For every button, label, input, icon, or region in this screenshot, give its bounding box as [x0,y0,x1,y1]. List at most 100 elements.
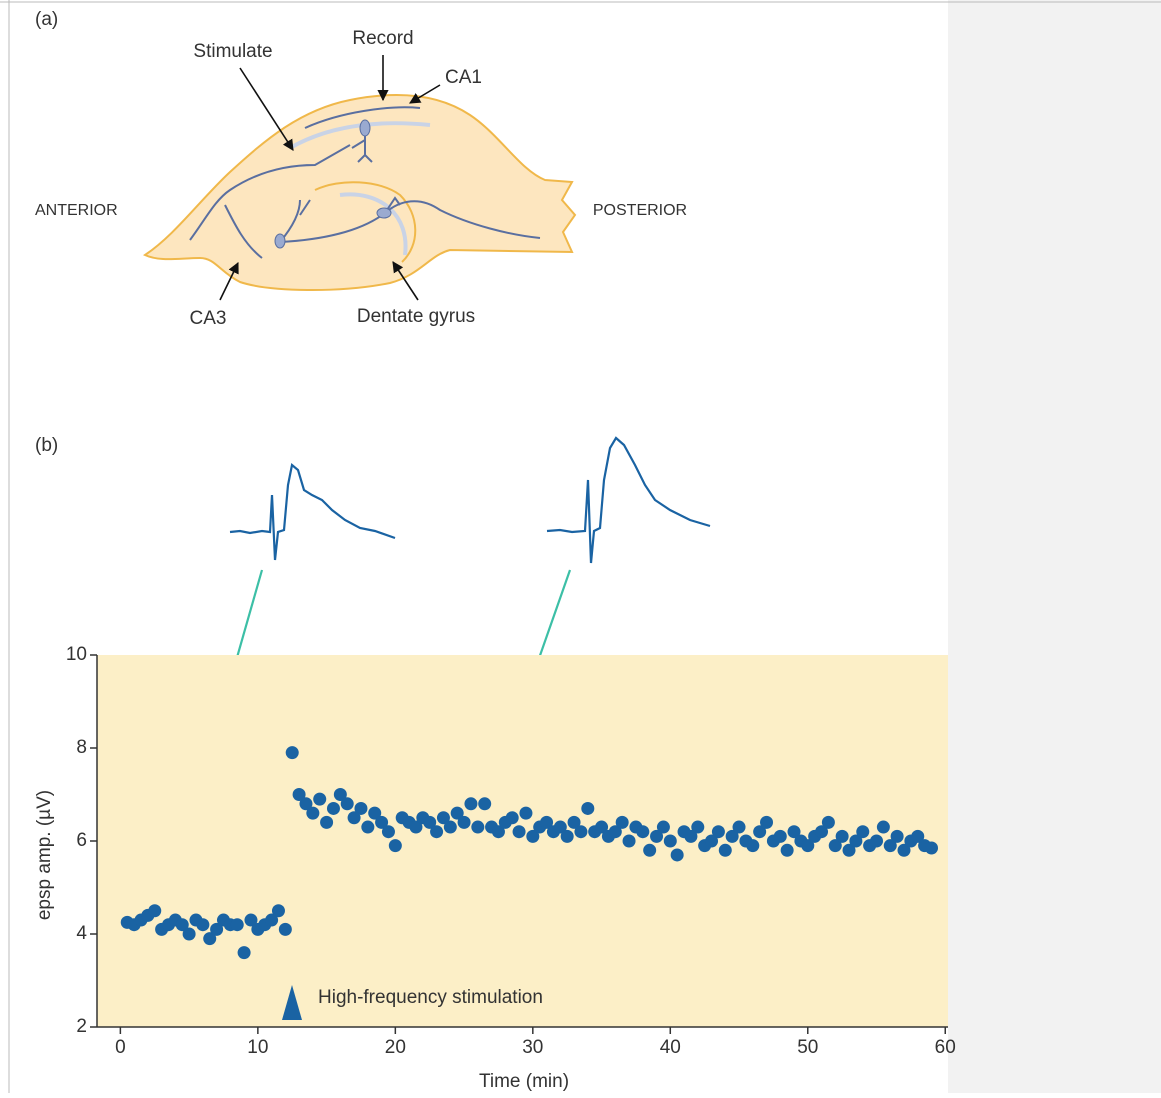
plot-background [97,655,948,1027]
data-point [443,820,457,834]
x-tick-label: 40 [660,1037,681,1058]
y-tick-label: 4 [76,923,87,944]
data-point [388,839,402,853]
data-point [271,904,285,918]
data-point [760,815,774,829]
data-point [292,788,306,801]
data-point [265,913,279,927]
data-point [608,825,622,839]
x-tick-label: 30 [522,1037,543,1058]
data-point [622,834,636,848]
data-point [883,839,897,853]
data-point [278,922,292,936]
data-point [636,825,650,839]
chart: 2 4 6 8 10 0 10 20 30 40 50 60 [66,644,956,1058]
label: Stimulate [193,41,272,62]
label: CA3 [190,308,227,329]
y-tick-label: 8 [76,737,87,758]
label: ANTERIOR [35,202,118,219]
stimulation-marker [282,985,302,1020]
data-point [478,797,492,811]
data-point [753,825,767,839]
annotation: High-frequency stimulation [318,987,543,1008]
data-point [567,815,581,829]
data-point [780,843,794,857]
data-point [705,834,719,848]
data-point [285,746,299,760]
epsp-traces [229,436,711,564]
data-point [732,820,746,834]
data-point [471,820,485,834]
y-tick-label: 10 [66,644,87,665]
data-point [375,815,389,829]
data-point [663,834,677,848]
data-point [897,843,911,857]
data-point [450,806,464,820]
data-point [409,820,423,834]
data-point [196,918,210,932]
data-point [842,843,856,857]
y-axis-title: epsp amp. (µV) [34,790,55,920]
data-point [464,797,478,811]
data-point [787,825,801,839]
label: Record [352,28,413,49]
data-point [656,820,670,834]
data-point [856,825,870,839]
data-point [210,922,224,936]
data-point [340,797,354,811]
data-point [182,927,196,941]
data-point [381,825,395,839]
data-point [306,806,320,820]
x-tick-label: 50 [797,1037,818,1058]
data-point [320,815,334,829]
data-point [670,848,684,862]
data-point [230,918,244,932]
data-point [691,820,705,834]
data-point [560,829,574,843]
x-tick-label: 60 [935,1037,956,1058]
data-point [457,815,471,829]
data-point [925,841,939,855]
data-point [430,825,444,839]
data-point [491,825,505,839]
data-point [615,815,629,829]
x-axis-title: Time (min) [479,1071,569,1092]
data-point [299,797,313,811]
data-point [347,811,361,825]
data-point [423,815,437,829]
data-point [354,801,368,815]
hippocampus-diagram [142,55,577,301]
data-point [540,815,554,829]
label: CA1 [445,67,482,88]
data-point [815,825,829,839]
data-point [725,829,739,843]
data-point [505,811,519,825]
data-point [746,839,760,853]
x-tick-label: 20 [385,1037,406,1058]
data-point [175,918,189,932]
data-point [890,829,904,843]
data-point [553,820,567,834]
data-point [526,829,540,843]
data-point [436,811,450,825]
data-point [361,820,375,834]
data-point [718,843,732,857]
data-point [828,839,842,853]
data-point [326,801,340,815]
data-point [801,839,815,853]
data-point [650,829,664,843]
data-point [512,825,526,839]
x-tick-label: 10 [247,1037,268,1058]
data-point [203,932,217,946]
label: Dentate gyrus [357,306,475,327]
data-point [876,820,890,834]
data-point [595,820,609,834]
data-point [244,913,258,927]
data-point [148,904,162,918]
panel-label: (b) [35,435,58,456]
data-point [333,788,347,801]
data-point [773,829,787,843]
data-point [821,815,835,829]
data-point [368,806,382,820]
